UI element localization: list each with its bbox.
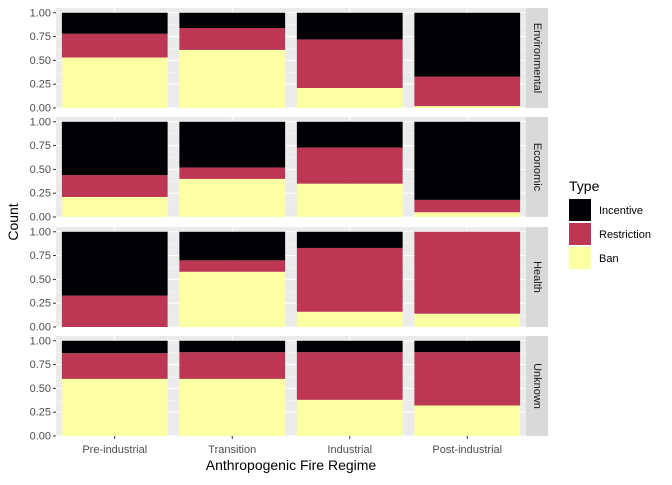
bar-restriction — [179, 28, 286, 50]
bar-restriction — [296, 39, 403, 88]
legend-label: Restriction — [599, 229, 651, 241]
x-tick-label: Pre-industrial — [82, 444, 147, 456]
bar-ban — [61, 197, 168, 217]
facet-strip — [526, 227, 548, 327]
y-tick-label: 1.00 — [30, 116, 51, 128]
bar-ban — [296, 311, 403, 327]
facet-panel-economic: 0.00 0.25 0.50 0.75 1.00 Economic — [30, 116, 548, 224]
bar-restriction — [414, 199, 521, 213]
y-tick-label: 0.75 — [30, 31, 51, 43]
bar-ban — [296, 183, 403, 217]
bar-ban — [414, 405, 521, 436]
facet-strip-label: Economic — [531, 143, 543, 192]
x-tick-label: Transition — [208, 444, 256, 456]
facet-panel-environmental: 0.00 0.25 0.50 0.75 1.00 Environmental — [30, 7, 548, 115]
bar-ban — [179, 378, 286, 436]
bar-restriction — [61, 353, 168, 379]
legend-label: Ban — [599, 253, 619, 265]
y-tick-label: 0.75 — [30, 140, 51, 152]
y-axis-title: Count — [5, 203, 21, 240]
bar-incentive — [414, 12, 521, 77]
bar-incentive — [61, 340, 168, 354]
bar-ban — [296, 88, 403, 108]
y-tick-label: 0.25 — [30, 407, 51, 419]
bar-restriction — [179, 352, 286, 379]
y-tick-label: 0.00 — [30, 431, 51, 443]
y-tick-label: 0.50 — [30, 383, 51, 395]
y-tick-label: 0.00 — [30, 322, 51, 334]
bar-restriction — [61, 295, 168, 327]
y-tick-label: 0.50 — [30, 55, 51, 67]
bar-restriction — [414, 231, 521, 314]
bar-restriction — [296, 147, 403, 184]
bar-incentive — [179, 231, 286, 261]
bar-restriction — [61, 175, 168, 197]
y-tick-label: 1.00 — [30, 226, 51, 238]
facet-strip-label: Health — [531, 261, 543, 293]
bar-incentive — [296, 340, 403, 353]
bar-incentive — [179, 121, 286, 168]
bar-restriction — [414, 76, 521, 107]
bar-incentive — [179, 12, 286, 28]
bar-ban — [414, 212, 521, 217]
bar-restriction — [296, 352, 403, 400]
facet-strip-label: Environmental — [531, 23, 543, 93]
bar-ban — [179, 49, 286, 108]
bar-ban — [179, 178, 286, 217]
bar-incentive — [296, 231, 403, 248]
bar-ban — [61, 57, 168, 108]
x-tick-label: Post-industrial — [432, 444, 502, 456]
facet-strip — [526, 8, 548, 108]
facet-strip — [526, 117, 548, 217]
facet-panel-unknown: 0.00 0.25 0.50 0.75 1.00 Unknown — [30, 335, 548, 443]
bar-ban — [179, 271, 286, 327]
y-tick-label: 0.00 — [30, 212, 51, 224]
y-tick-label: 0.25 — [30, 79, 51, 91]
bar-restriction — [296, 247, 403, 312]
x-tick-label: Industrial — [327, 444, 372, 456]
legend-key-incentive — [569, 199, 591, 221]
x-axis-title: Anthropogenic Fire Regime — [206, 457, 377, 473]
bar-ban — [414, 313, 521, 327]
bar-incentive — [414, 340, 521, 353]
y-tick-label: 0.75 — [30, 250, 51, 262]
y-tick-label: 0.75 — [30, 359, 51, 371]
bar-restriction — [179, 167, 286, 179]
legend: Type Incentive Restriction Ban — [569, 178, 651, 269]
bar-incentive — [61, 12, 168, 34]
legend-label: Incentive — [599, 205, 643, 217]
legend-title: Type — [569, 178, 600, 194]
y-tick-label: 0.50 — [30, 274, 51, 286]
y-tick-label: 1.00 — [30, 7, 51, 19]
y-tick-label: 1.00 — [30, 335, 51, 347]
y-tick-label: 0.50 — [30, 164, 51, 176]
bar-restriction — [61, 33, 168, 58]
y-tick-label: 0.25 — [30, 298, 51, 310]
bar-incentive — [296, 12, 403, 40]
bar-incentive — [179, 340, 286, 353]
bar-incentive — [414, 121, 521, 200]
bar-ban — [61, 378, 168, 436]
facet-panel-health: 0.00 0.25 0.50 0.75 1.00 Health — [30, 226, 548, 334]
bar-restriction — [414, 352, 521, 406]
facet-strip-label: Unknown — [531, 363, 543, 409]
facet-strip — [526, 336, 548, 436]
bar-restriction — [179, 260, 286, 272]
y-tick-label: 0.00 — [30, 103, 51, 115]
bar-ban — [414, 106, 521, 108]
bar-ban — [296, 399, 403, 436]
bar-incentive — [61, 121, 168, 176]
legend-key-restriction — [569, 223, 591, 245]
bar-incentive — [296, 121, 403, 148]
legend-key-ban — [569, 247, 591, 269]
bar-incentive — [61, 231, 168, 296]
y-tick-label: 0.25 — [30, 188, 51, 200]
